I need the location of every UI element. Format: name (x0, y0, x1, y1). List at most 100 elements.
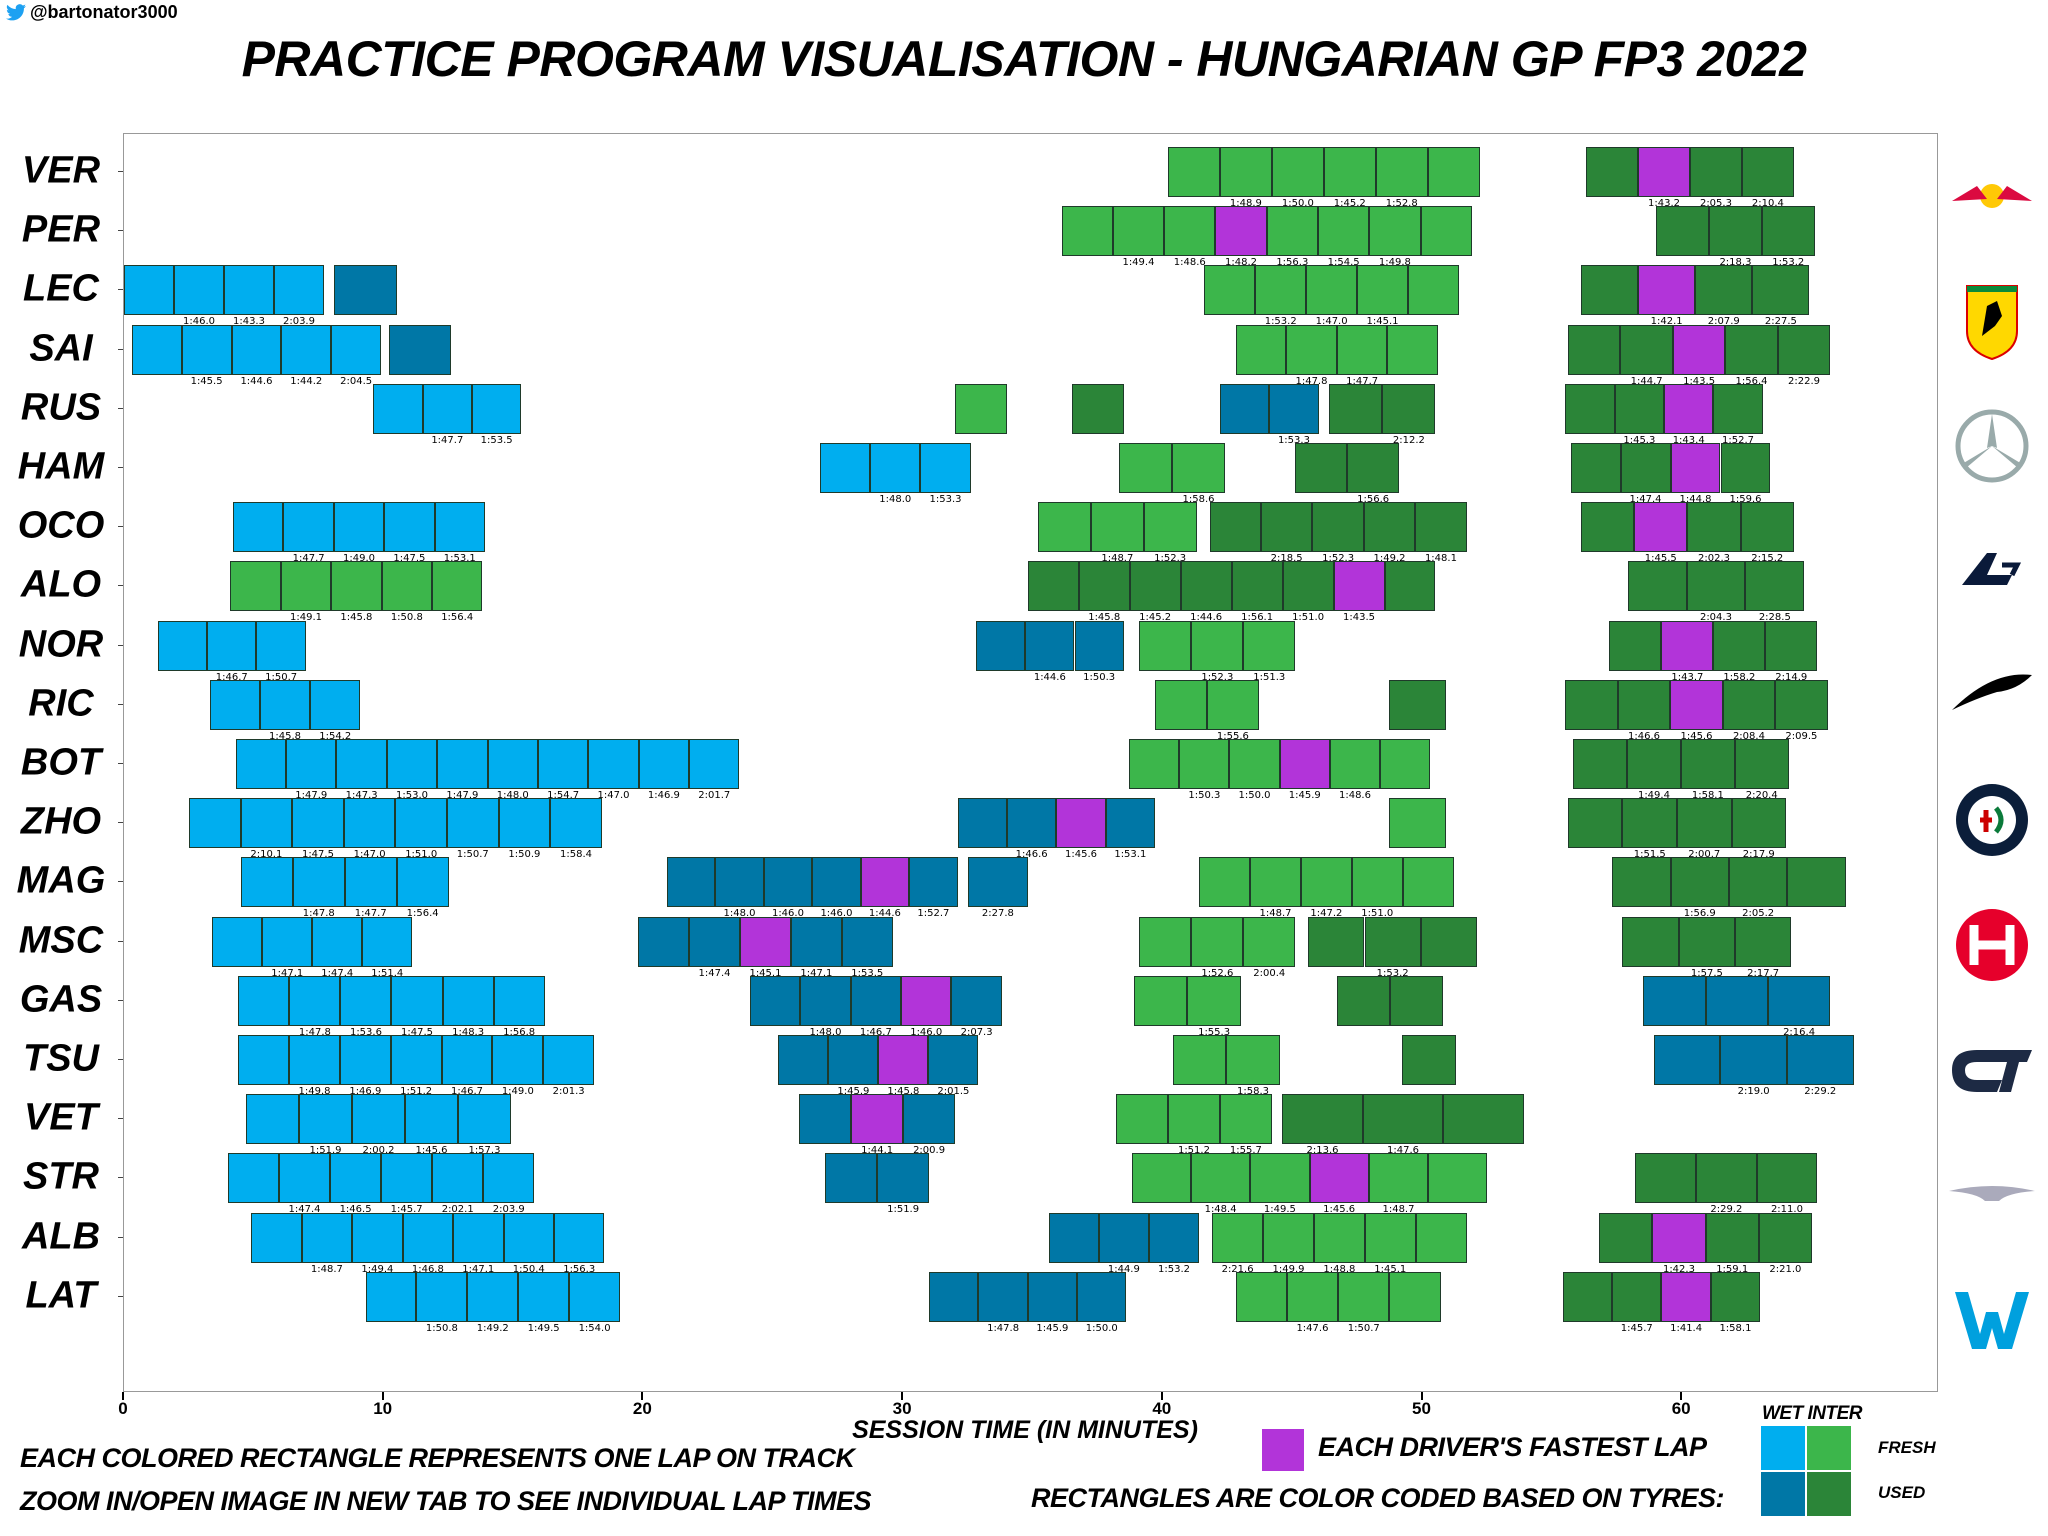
lap-bar[interactable] (1167, 147, 1220, 197)
lap-bar[interactable] (1171, 443, 1226, 493)
lap-bar[interactable] (715, 857, 764, 908)
lap-bar[interactable] (1048, 1212, 1099, 1263)
lap-bar[interactable] (1199, 857, 1251, 908)
lap-bar[interactable] (1380, 739, 1431, 789)
lap-bar[interactable] (1756, 1153, 1818, 1204)
lap-bar[interactable] (1129, 739, 1180, 789)
lap-bar[interactable] (331, 324, 382, 375)
lap-bar[interactable] (1309, 1153, 1369, 1204)
lap-bar[interactable] (1384, 561, 1436, 612)
lap-bar[interactable] (1271, 147, 1324, 197)
lap-bar[interactable] (1074, 620, 1124, 671)
lap-bar[interactable] (498, 798, 551, 849)
lap-bar[interactable] (422, 383, 472, 434)
lap-bar[interactable] (1056, 798, 1106, 849)
lap-bar[interactable] (569, 1271, 621, 1322)
lap-bar[interactable] (1071, 383, 1124, 434)
lap-bar[interactable] (390, 1035, 442, 1085)
lap-bar[interactable] (238, 975, 290, 1026)
lap-bar[interactable] (877, 1153, 930, 1204)
lap-bar[interactable] (1027, 1271, 1078, 1322)
lap-bar[interactable] (340, 975, 392, 1026)
lap-bar[interactable] (1695, 265, 1753, 316)
lap-bar[interactable] (1231, 561, 1283, 612)
lap-bar[interactable] (334, 265, 397, 316)
lap-bar[interactable] (246, 1094, 300, 1145)
lap-bar[interactable] (404, 1094, 458, 1145)
lap-bar[interactable] (256, 620, 306, 671)
lap-bar[interactable] (1329, 383, 1383, 434)
lap-bar[interactable] (1336, 975, 1391, 1026)
lap-bar[interactable] (1362, 1094, 1444, 1145)
lap-bar[interactable] (1116, 1094, 1168, 1145)
lap-bar[interactable] (227, 1153, 279, 1204)
lap-bar[interactable] (1586, 147, 1639, 197)
lap-bar[interactable] (1634, 502, 1688, 553)
lap-bar[interactable] (1580, 502, 1635, 553)
lap-bar[interactable] (828, 1035, 879, 1085)
lap-bar[interactable] (1279, 739, 1330, 789)
lap-bar[interactable] (352, 1094, 405, 1145)
lap-bar[interactable] (396, 857, 449, 908)
lap-bar[interactable] (1139, 620, 1192, 671)
lap-bar[interactable] (1306, 265, 1358, 316)
lap-bar[interactable] (749, 975, 801, 1026)
lap-bar[interactable] (1295, 443, 1348, 493)
lap-bar[interactable] (1209, 502, 1261, 553)
lap-bar[interactable] (240, 798, 293, 849)
lap-bar[interactable] (1653, 1035, 1721, 1085)
lap-bar[interactable] (362, 916, 413, 967)
lap-bar[interactable] (131, 324, 182, 375)
lap-bar[interactable] (1402, 857, 1454, 908)
lap-bar[interactable] (1180, 561, 1232, 612)
lap-bar[interactable] (441, 1035, 493, 1085)
lap-bar[interactable] (457, 1094, 511, 1145)
lap-bar[interactable] (292, 857, 345, 908)
lap-bar[interactable] (763, 857, 813, 908)
lap-bar[interactable] (1627, 561, 1687, 612)
lap-bar[interactable] (778, 1035, 829, 1085)
lap-bar[interactable] (978, 1271, 1028, 1322)
lap-bar[interactable] (1567, 798, 1623, 849)
lap-bar[interactable] (281, 324, 332, 375)
lap-bar[interactable] (928, 1035, 979, 1085)
lap-bar[interactable] (432, 561, 483, 612)
lap-bar[interactable] (416, 1271, 468, 1322)
lap-bar[interactable] (1282, 561, 1334, 612)
lap-bar[interactable] (1573, 739, 1627, 789)
lap-bar[interactable] (1741, 147, 1794, 197)
lap-bar[interactable] (638, 916, 690, 967)
lap-bar[interactable] (442, 975, 494, 1026)
lap-bar[interactable] (447, 798, 499, 849)
lap-bar[interactable] (365, 1271, 417, 1322)
lap-bar[interactable] (920, 443, 971, 493)
lap-bar[interactable] (493, 975, 545, 1026)
lap-bar[interactable] (1235, 324, 1287, 375)
lap-bar[interactable] (1191, 620, 1244, 671)
lap-bar[interactable] (1351, 857, 1403, 908)
lap-bar[interactable] (1006, 798, 1057, 849)
lap-bar[interactable] (1269, 383, 1319, 434)
lap-bar[interactable] (1672, 324, 1726, 375)
lap-bar[interactable] (173, 265, 224, 316)
lap-bar[interactable] (1612, 857, 1671, 908)
lap-bar[interactable] (207, 620, 257, 671)
lap-bar[interactable] (955, 383, 1007, 434)
lap-bar[interactable] (1025, 620, 1075, 671)
lap-bar[interactable] (1155, 679, 1207, 730)
lap-bar[interactable] (1565, 383, 1615, 434)
lap-bar[interactable] (1661, 620, 1714, 671)
lap-bar[interactable] (432, 1153, 484, 1204)
lap-bar[interactable] (251, 1212, 302, 1263)
lap-bar[interactable] (1638, 265, 1696, 316)
lap-bar[interactable] (1389, 1271, 1441, 1322)
lap-bar[interactable] (1118, 443, 1172, 493)
lap-bar[interactable] (825, 1153, 878, 1204)
lap-bar[interactable] (543, 1035, 595, 1085)
lap-bar[interactable] (483, 1153, 535, 1204)
lap-bar[interactable] (223, 265, 274, 316)
lap-bar[interactable] (1752, 265, 1810, 316)
lap-bar[interactable] (1243, 916, 1296, 967)
lap-bar[interactable] (1357, 265, 1408, 316)
lap-bar[interactable] (1617, 679, 1671, 730)
